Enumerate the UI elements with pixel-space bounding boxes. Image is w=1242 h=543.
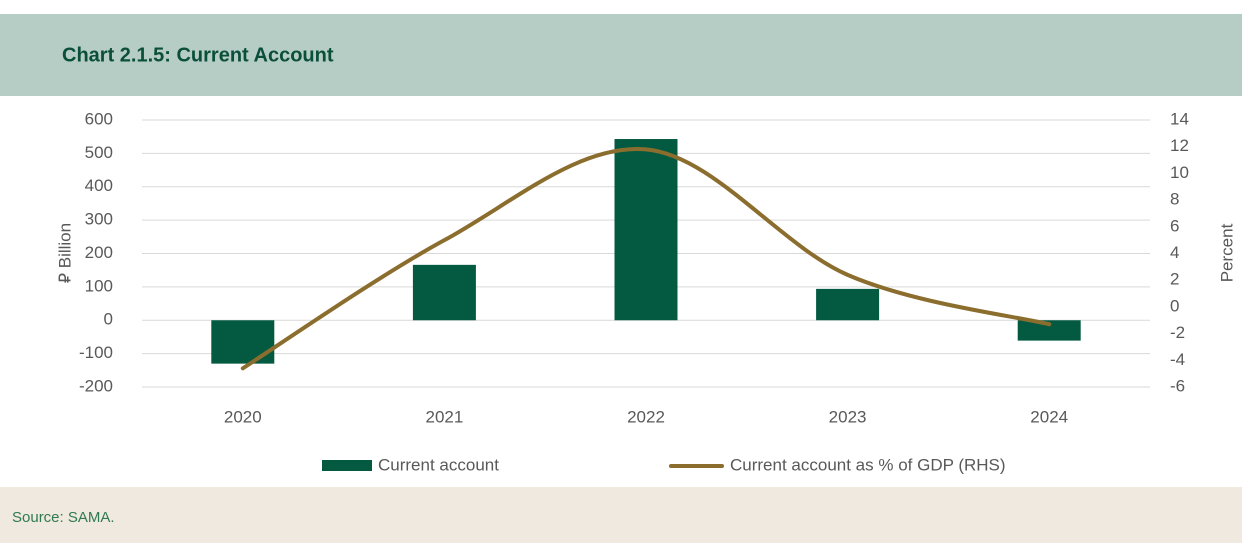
y2-tick-label: 0 xyxy=(1170,296,1179,315)
x-tick-label: 2021 xyxy=(425,407,463,426)
bar xyxy=(614,139,678,321)
bar xyxy=(412,264,476,321)
y2-tick-label: 12 xyxy=(1170,136,1189,155)
x-tick-label: 2020 xyxy=(224,407,262,426)
x-tick-label: 2024 xyxy=(1030,407,1068,426)
y-tick-label: 500 xyxy=(85,143,113,162)
x-tick-label: 2022 xyxy=(627,407,665,426)
y2-tick-label: -4 xyxy=(1170,350,1185,369)
footer-band xyxy=(0,487,1242,543)
chart-title: Chart 2.1.5: Current Account xyxy=(62,44,334,66)
bar xyxy=(211,320,275,364)
y2-tick-label: -2 xyxy=(1170,323,1185,342)
y-tick-label: -200 xyxy=(79,376,113,395)
legend-label: Current account as % of GDP (RHS) xyxy=(730,455,1006,474)
y-tick-label: -100 xyxy=(79,343,113,362)
header-band xyxy=(0,14,1242,96)
x-tick-label: 2023 xyxy=(829,407,867,426)
y-tick-label: 300 xyxy=(85,210,113,229)
y2-axis-label: Percent xyxy=(1217,223,1236,282)
bar xyxy=(1017,320,1081,341)
legend-label: Current account xyxy=(378,455,499,474)
y2-tick-label: 8 xyxy=(1170,190,1179,209)
y-tick-label: 400 xyxy=(85,176,113,195)
y2-tick-label: 4 xyxy=(1170,243,1179,262)
y-tick-label: 600 xyxy=(85,109,113,128)
y-axis-label: ⃁ Billion xyxy=(55,223,74,283)
y2-tick-label: 2 xyxy=(1170,270,1179,289)
y-tick-label: 200 xyxy=(85,243,113,262)
legend-swatch xyxy=(322,460,372,471)
y2-tick-label: 14 xyxy=(1170,109,1189,128)
y2-tick-label: 6 xyxy=(1170,216,1179,235)
bar xyxy=(816,288,880,321)
y2-tick-label: -6 xyxy=(1170,376,1185,395)
y-tick-label: 100 xyxy=(85,276,113,295)
source: Source: SAMA. xyxy=(12,509,115,526)
line xyxy=(240,147,1052,371)
y2-tick-label: 10 xyxy=(1170,163,1189,182)
y-tick-label: 0 xyxy=(104,310,113,329)
